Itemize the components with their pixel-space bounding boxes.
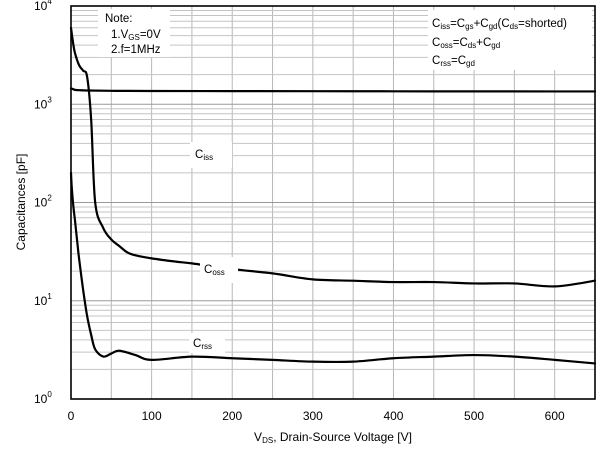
- formula-rss-s2: gd: [466, 59, 475, 68]
- y-tick-1e1: 101: [34, 292, 52, 308]
- note-title: Note:: [105, 13, 133, 25]
- x-tick-300: 300: [303, 409, 323, 423]
- series-label-iss-bg: [190, 142, 232, 168]
- y-tick-1e4: 104: [34, 0, 52, 13]
- formula-oss-c: C: [432, 37, 440, 49]
- note-line-1-suffix: =0V: [140, 29, 161, 41]
- series-layer: [69, 26, 597, 365]
- formula-rss: Crss=Cgd: [432, 55, 475, 68]
- formula-iss-s2: gs: [465, 22, 473, 31]
- y-tick-1e3-base: 10: [34, 97, 48, 111]
- series-label-rss: Crss: [189, 333, 225, 353]
- series-line-c-iss: [69, 87, 597, 93]
- y-tick-1e1-exp: 1: [47, 292, 52, 301]
- note-line-1-prefix: 1.V: [111, 29, 129, 41]
- note-background: [98, 9, 170, 57]
- x-tick-labels: 0 100 200 300 400 500 600: [68, 409, 565, 423]
- x-tick-400: 400: [383, 409, 403, 423]
- series-label-rss-sub: rss: [201, 342, 212, 351]
- formula-iss-plus: +C: [474, 18, 489, 30]
- y-axis-label: Capacitances [pF]: [14, 154, 28, 251]
- series-label-iss: Ciss: [190, 142, 232, 168]
- y-tick-1e3-exp: 3: [47, 95, 52, 104]
- formula-box: Ciss=Cgs+Cgd(Cds=shorted) Coss=Cds+Cgd C…: [428, 10, 592, 70]
- formula-iss: Ciss=Cgs+Cgd(Cds=shorted): [432, 18, 567, 31]
- x-tick-500: 500: [464, 409, 484, 423]
- y-tick-1e4-exp: 4: [47, 0, 52, 6]
- series-label-rss-bg: [189, 333, 225, 353]
- formula-iss-open: (C: [498, 18, 510, 30]
- formula-oss: Coss=Cds+Cgd: [432, 37, 500, 50]
- x-tick-200: 200: [222, 409, 242, 423]
- series-label-rss-text: Crss: [193, 338, 212, 351]
- x-axis-label: VDS, Drain-Source Voltage [V]: [254, 430, 412, 445]
- formula-rss-c: C: [432, 55, 440, 67]
- formula-oss-plus: +C: [476, 37, 491, 49]
- y-tick-1e4-base: 10: [34, 0, 48, 13]
- y-tick-1e0-base: 10: [34, 392, 48, 406]
- formula-iss-close: =shorted): [518, 18, 567, 30]
- x-tick-600: 600: [545, 409, 565, 423]
- formula-oss-s1: oss: [440, 41, 452, 50]
- formula-rss-eq: =C: [451, 55, 466, 67]
- x-axis-label-sub: DS: [262, 436, 273, 445]
- x-tick-100: 100: [142, 409, 162, 423]
- y-tick-1e0-exp: 0: [47, 390, 52, 399]
- y-tick-1e2-base: 10: [34, 196, 48, 210]
- series-label-iss-sub: iss: [203, 153, 213, 162]
- formula-background: [428, 10, 592, 70]
- x-axis-label-rest: , Drain-Source Voltage [V]: [273, 430, 412, 444]
- note-box: Note: 1.VGS=0V 2.f=1MHz: [98, 9, 170, 57]
- y-tick-1e3: 103: [34, 95, 52, 111]
- series-label-iss-text: Ciss: [195, 149, 213, 162]
- formula-iss-eq: =C: [450, 18, 465, 30]
- note-line-1-sub: GS: [128, 33, 140, 42]
- formula-iss-c: C: [432, 18, 440, 30]
- y-tick-1e1-base: 10: [34, 294, 48, 308]
- formula-iss-s1: iss: [440, 22, 450, 31]
- note-line-1: 1.VGS=0V: [111, 29, 161, 42]
- formula-iss-s3: gd: [489, 22, 498, 31]
- series-line-c-rss: [69, 171, 597, 365]
- note-line-2: 2.f=1MHz: [111, 44, 161, 56]
- formula-rss-s1: rss: [440, 59, 451, 68]
- y-tick-1e0: 100: [34, 390, 52, 406]
- series-label-oss-bg: [200, 257, 238, 283]
- y-tick-1e2: 102: [34, 194, 52, 210]
- plot-frame: [70, 5, 596, 400]
- formula-iss-s4: ds: [510, 22, 518, 31]
- series-label-oss-text: Coss: [204, 264, 225, 277]
- formula-oss-eq: =C: [453, 37, 468, 49]
- series-label-oss: Coss: [200, 257, 238, 283]
- series-label-iss-main: C: [195, 149, 203, 161]
- x-tick-0: 0: [68, 409, 75, 423]
- series-label-rss-main: C: [193, 338, 201, 350]
- series-label-oss-main: C: [204, 264, 212, 276]
- x-axis-label-main: V: [254, 430, 262, 444]
- formula-oss-s3: gd: [491, 41, 500, 50]
- formula-oss-s2: ds: [468, 41, 476, 50]
- y-tick-1e2-exp: 2: [47, 194, 52, 203]
- series-line-c-oss: [69, 26, 597, 288]
- series-label-oss-sub: oss: [212, 268, 224, 277]
